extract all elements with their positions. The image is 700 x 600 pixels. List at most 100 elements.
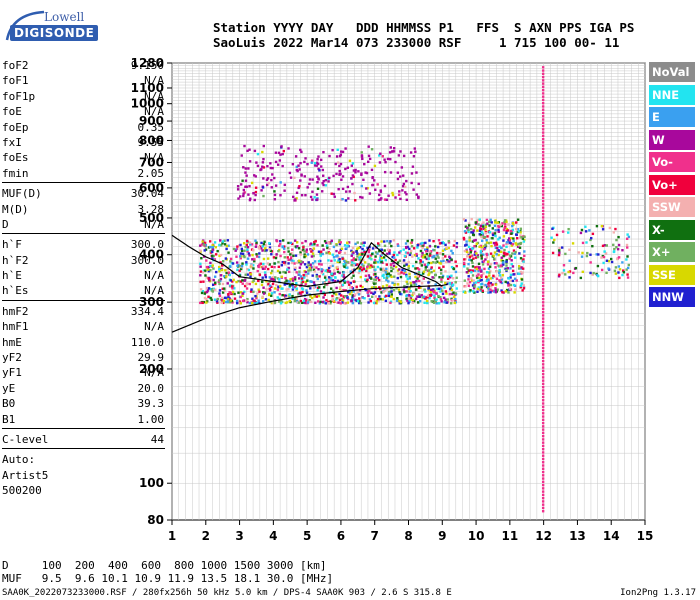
echo-dot xyxy=(383,184,387,188)
interference-dot xyxy=(541,359,545,363)
echo-dot xyxy=(555,233,559,237)
echo-dot xyxy=(308,182,311,186)
echo-dot xyxy=(390,259,394,263)
echo-dot xyxy=(314,240,317,243)
interference-dot xyxy=(541,190,545,193)
echo-dot xyxy=(342,271,345,274)
echo-dot xyxy=(592,271,595,275)
echo-dot xyxy=(355,250,358,253)
echo-dot xyxy=(476,265,479,269)
echo-dot xyxy=(331,298,334,302)
echo-dot xyxy=(430,300,433,303)
echo-dot xyxy=(505,288,509,292)
echo-dot xyxy=(328,276,331,279)
echo-dot xyxy=(464,219,467,222)
echo-dot xyxy=(358,253,361,256)
echo-dot xyxy=(249,243,252,246)
echo-dot xyxy=(255,242,258,246)
echo-dot xyxy=(505,264,508,267)
echo-dot xyxy=(287,287,290,291)
echo-dot xyxy=(627,235,631,239)
echo-dot xyxy=(209,269,212,272)
echo-dot xyxy=(380,291,383,294)
echo-dot xyxy=(574,266,578,270)
echo-dot xyxy=(300,277,304,280)
echo-dot xyxy=(376,265,380,269)
echo-dot xyxy=(244,167,247,170)
echo-dot xyxy=(402,154,406,158)
echo-dot xyxy=(385,272,389,276)
echo-dot xyxy=(292,286,295,289)
echo-dot xyxy=(615,238,618,242)
interference-dot xyxy=(541,382,545,386)
echo-dot xyxy=(416,301,420,304)
echo-dot xyxy=(404,270,407,274)
echo-dot xyxy=(428,296,431,300)
echo-dot xyxy=(312,281,316,284)
param-row: yE 20.0 xyxy=(2,381,165,396)
echo-dot xyxy=(266,177,270,180)
echo-dot xyxy=(330,272,333,275)
echo-dot xyxy=(258,290,261,293)
echo-dot xyxy=(471,265,475,268)
echo-dot xyxy=(465,250,469,254)
echo-dot xyxy=(464,257,467,261)
echo-dot xyxy=(386,239,389,243)
echo-dot xyxy=(354,199,357,202)
echo-dot xyxy=(509,283,513,287)
echo-dot xyxy=(203,296,207,300)
echo-dot xyxy=(361,196,364,199)
echo-dot xyxy=(199,262,202,265)
echo-dot xyxy=(322,248,325,251)
echo-dot xyxy=(333,195,336,198)
echo-dot xyxy=(333,272,336,275)
echo-dot xyxy=(470,277,473,280)
echo-dot xyxy=(476,229,479,232)
echo-dot xyxy=(385,284,388,287)
echo-dot xyxy=(445,246,449,249)
echo-dot xyxy=(515,233,518,236)
echo-dot xyxy=(579,276,583,280)
echo-dot xyxy=(467,275,470,278)
x-tick-label: 9 xyxy=(438,529,446,543)
y-tick-label: 1100 xyxy=(131,81,164,95)
echo-dot xyxy=(472,229,475,232)
echo-dot xyxy=(590,236,593,240)
echo-dot xyxy=(366,291,369,294)
echo-dot xyxy=(444,255,447,258)
interference-dot xyxy=(541,314,545,317)
echo-dot xyxy=(508,237,511,240)
echo-dot xyxy=(230,285,234,288)
echo-dot xyxy=(467,251,470,255)
echo-dot xyxy=(248,184,251,188)
echo-dot xyxy=(516,272,520,275)
echo-dot xyxy=(379,189,382,192)
echo-dot xyxy=(421,260,425,264)
echo-dot xyxy=(488,220,491,223)
echo-dot xyxy=(482,272,485,275)
auto-info: Auto: Artist5 500200 xyxy=(2,452,165,498)
x-tick-label: 14 xyxy=(603,529,620,543)
echo-dot xyxy=(295,297,298,301)
echo-dot xyxy=(492,274,495,278)
echo-dot xyxy=(626,246,629,249)
echo-dot xyxy=(473,245,476,248)
echo-dot xyxy=(508,238,512,242)
echo-dot xyxy=(248,254,251,257)
echo-dot xyxy=(424,266,427,269)
echo-dot xyxy=(285,296,288,299)
echo-dot xyxy=(270,178,273,182)
echo-dot xyxy=(295,261,299,265)
echo-dot xyxy=(438,276,441,279)
echo-dot xyxy=(433,296,436,300)
echo-dot xyxy=(374,272,377,276)
echo-dot xyxy=(320,263,323,266)
echo-dot xyxy=(396,297,399,300)
echo-dot xyxy=(316,243,319,247)
x-tick-label: 1 xyxy=(168,529,176,543)
echo-dot xyxy=(250,243,254,246)
echo-dot xyxy=(207,246,211,249)
echo-dot xyxy=(435,302,438,305)
echo-dot xyxy=(417,279,421,283)
echo-dot xyxy=(270,186,273,189)
